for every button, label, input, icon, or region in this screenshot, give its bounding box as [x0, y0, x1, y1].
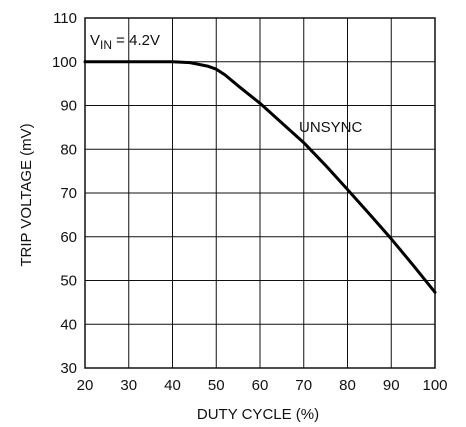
- x-tick-label: 40: [164, 377, 181, 394]
- condition-v: V: [90, 32, 100, 49]
- x-tick-label: 80: [339, 377, 356, 394]
- series-label: UNSYNC: [299, 119, 363, 136]
- x-tick-labels: 20 30 40 50 60 70 80 90 100: [77, 377, 448, 394]
- plot-frame: [84, 17, 436, 369]
- x-tick-label: 100: [422, 377, 447, 394]
- y-tick-label: 90: [60, 98, 77, 115]
- condition-value: = 4.2V: [112, 32, 160, 49]
- x-tick-label: 60: [252, 377, 269, 394]
- y-tick-label: 110: [53, 10, 77, 27]
- condition-label: VIN = 4.2V: [90, 32, 160, 52]
- y-tick-label: 50: [60, 273, 77, 290]
- y-tick-label: 70: [60, 185, 77, 202]
- y-tick-label: 60: [60, 229, 77, 246]
- condition-subscript: IN: [100, 38, 112, 52]
- x-tick-label: 70: [295, 377, 312, 394]
- x-tick-label: 30: [120, 377, 137, 394]
- x-tick-label: 50: [208, 377, 225, 394]
- y-tick-label: 40: [60, 316, 77, 333]
- x-tick-label: 20: [77, 377, 94, 394]
- y-tick-label: 80: [60, 141, 77, 158]
- y-axis-label: TRIP VOLTAGE (mV): [18, 123, 35, 266]
- x-axis-label: DUTY CYCLE (%): [197, 406, 319, 423]
- y-tick-label: 100: [52, 54, 77, 71]
- y-tick-label: 30: [60, 360, 77, 377]
- y-tick-labels: 30 40 50 60 70 80 90 100 110: [52, 10, 77, 377]
- series-line-unsync: [83, 60, 437, 294]
- x-tick-label: 90: [383, 377, 400, 394]
- grid: [84, 17, 436, 369]
